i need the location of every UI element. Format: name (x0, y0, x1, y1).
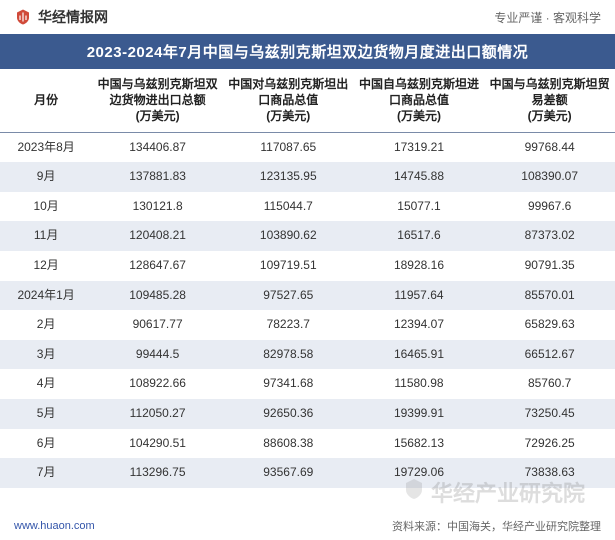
table-cell: 87373.02 (484, 221, 615, 251)
table-cell: 112050.27 (92, 399, 223, 429)
table-cell: 9月 (0, 162, 92, 192)
table-cell: 88608.38 (223, 429, 354, 459)
brand-tagline: 专业严谨 · 客观科学 (494, 9, 601, 26)
table-cell: 7月 (0, 458, 92, 488)
table-cell: 17319.21 (354, 132, 485, 162)
page-title: 2023-2024年7月中国与乌兹别克斯坦双边货物月度进出口额情况 (0, 34, 615, 69)
table-cell: 93567.69 (223, 458, 354, 488)
table-row: 6月104290.5188608.3815682.1372926.25 (0, 429, 615, 459)
table-cell: 19399.91 (354, 399, 485, 429)
footer-url: www.huaon.com (14, 520, 95, 532)
brand-name: 华经情报网 (38, 7, 108, 27)
table-cell: 128647.67 (92, 251, 223, 281)
data-table: 月份中国与乌兹别克斯坦双边货物进出口总额(万美元)中国对乌兹别克斯坦出口商品总值… (0, 69, 615, 488)
table-cell: 66512.67 (484, 340, 615, 370)
table-row: 2023年8月134406.87117087.6517319.2199768.4… (0, 132, 615, 162)
column-header: 月份 (0, 69, 92, 132)
table-cell: 99967.6 (484, 192, 615, 222)
table-row: 2024年1月109485.2897527.6511957.6485570.01 (0, 281, 615, 311)
table-row: 5月112050.2792650.3619399.9173250.45 (0, 399, 615, 429)
table-cell: 78223.7 (223, 310, 354, 340)
table-cell: 6月 (0, 429, 92, 459)
table-cell: 99444.5 (92, 340, 223, 370)
table-cell: 97341.68 (223, 369, 354, 399)
table-cell: 14745.88 (354, 162, 485, 192)
table-cell: 90617.77 (92, 310, 223, 340)
table-cell: 115044.7 (223, 192, 354, 222)
table-cell: 92650.36 (223, 399, 354, 429)
table-cell: 15682.13 (354, 429, 485, 459)
brand-icon (14, 8, 32, 26)
table-cell: 16465.91 (354, 340, 485, 370)
table-cell: 104290.51 (92, 429, 223, 459)
table-cell: 3月 (0, 340, 92, 370)
table-cell: 12月 (0, 251, 92, 281)
table-cell: 16517.6 (354, 221, 485, 251)
table-row: 10月130121.8115044.715077.199967.6 (0, 192, 615, 222)
table-cell: 103890.62 (223, 221, 354, 251)
table-cell: 137881.83 (92, 162, 223, 192)
column-header: 中国自乌兹别克斯坦进口商品总值(万美元) (354, 69, 485, 132)
table-row: 12月128647.67109719.5118928.1690791.35 (0, 251, 615, 281)
column-header: 中国与乌兹别克斯坦双边货物进出口总额(万美元) (92, 69, 223, 132)
table-body: 2023年8月134406.87117087.6517319.2199768.4… (0, 132, 615, 488)
table-row: 9月137881.83123135.9514745.88108390.07 (0, 162, 615, 192)
table-cell: 10月 (0, 192, 92, 222)
data-table-wrap: 月份中国与乌兹别克斯坦双边货物进出口总额(万美元)中国对乌兹别克斯坦出口商品总值… (0, 69, 615, 488)
table-cell: 11月 (0, 221, 92, 251)
table-cell: 117087.65 (223, 132, 354, 162)
table-cell: 5月 (0, 399, 92, 429)
table-cell: 113296.75 (92, 458, 223, 488)
table-cell: 82978.58 (223, 340, 354, 370)
table-row: 4月108922.6697341.6811580.9885760.7 (0, 369, 615, 399)
footer-source: 资料来源：中国海关，华经产业研究院整理 (392, 518, 601, 534)
table-cell: 19729.06 (354, 458, 485, 488)
table-cell: 15077.1 (354, 192, 485, 222)
table-cell: 90791.35 (484, 251, 615, 281)
table-cell: 12394.07 (354, 310, 485, 340)
table-cell: 73838.63 (484, 458, 615, 488)
table-cell: 109719.51 (223, 251, 354, 281)
table-row: 11月120408.21103890.6216517.687373.02 (0, 221, 615, 251)
table-cell: 123135.95 (223, 162, 354, 192)
table-row: 3月99444.582978.5816465.9166512.67 (0, 340, 615, 370)
table-cell: 11957.64 (354, 281, 485, 311)
table-cell: 99768.44 (484, 132, 615, 162)
table-cell: 85570.01 (484, 281, 615, 311)
table-cell: 108922.66 (92, 369, 223, 399)
column-header: 中国对乌兹别克斯坦出口商品总值(万美元) (223, 69, 354, 132)
column-header: 中国与乌兹别克斯坦贸易差额(万美元) (484, 69, 615, 132)
table-cell: 2024年1月 (0, 281, 92, 311)
page-header: 华经情报网 专业严谨 · 客观科学 (0, 0, 615, 34)
table-cell: 108390.07 (484, 162, 615, 192)
table-cell: 2023年8月 (0, 132, 92, 162)
table-cell: 85760.7 (484, 369, 615, 399)
table-cell: 4月 (0, 369, 92, 399)
table-cell: 97527.65 (223, 281, 354, 311)
table-cell: 18928.16 (354, 251, 485, 281)
page-footer: www.huaon.com 资料来源：中国海关，华经产业研究院整理 (0, 514, 615, 538)
table-row: 2月90617.7778223.712394.0765829.63 (0, 310, 615, 340)
table-header: 月份中国与乌兹别克斯坦双边货物进出口总额(万美元)中国对乌兹别克斯坦出口商品总值… (0, 69, 615, 132)
table-cell: 11580.98 (354, 369, 485, 399)
brand: 华经情报网 (14, 7, 108, 27)
table-cell: 2月 (0, 310, 92, 340)
table-cell: 120408.21 (92, 221, 223, 251)
table-row: 7月113296.7593567.6919729.0673838.63 (0, 458, 615, 488)
table-cell: 134406.87 (92, 132, 223, 162)
table-cell: 109485.28 (92, 281, 223, 311)
table-cell: 130121.8 (92, 192, 223, 222)
table-cell: 65829.63 (484, 310, 615, 340)
table-cell: 73250.45 (484, 399, 615, 429)
table-cell: 72926.25 (484, 429, 615, 459)
